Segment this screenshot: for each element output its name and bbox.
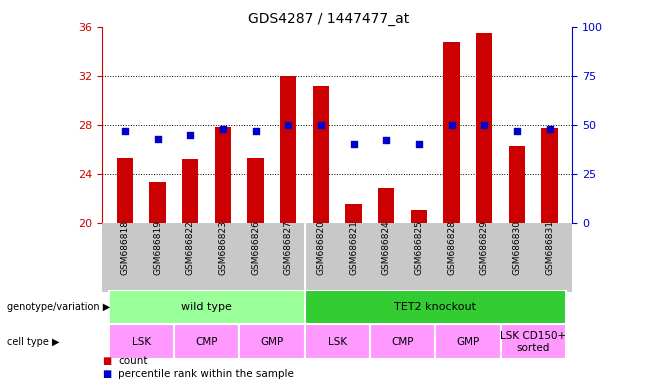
Bar xyxy=(509,146,525,223)
Bar xyxy=(411,210,427,223)
Point xyxy=(283,122,293,128)
Text: ■: ■ xyxy=(102,356,111,366)
Bar xyxy=(109,324,174,359)
Text: LSK: LSK xyxy=(132,337,151,347)
Text: percentile rank within the sample: percentile rank within the sample xyxy=(118,369,294,379)
Bar xyxy=(247,158,264,223)
Point xyxy=(479,122,490,128)
Bar xyxy=(116,158,133,223)
Bar xyxy=(501,324,566,359)
Text: GDS4287 / 1447477_at: GDS4287 / 1447477_at xyxy=(248,12,410,25)
Point xyxy=(544,126,555,132)
Bar xyxy=(215,127,231,223)
Bar xyxy=(345,204,362,223)
Point xyxy=(152,136,163,142)
Bar xyxy=(305,290,566,324)
Point xyxy=(120,127,130,134)
Bar xyxy=(435,324,501,359)
Bar xyxy=(313,86,329,223)
Bar xyxy=(476,33,492,223)
Text: TET2 knockout: TET2 knockout xyxy=(394,302,476,312)
Bar xyxy=(182,159,198,223)
Point xyxy=(316,122,326,128)
Point xyxy=(348,141,359,147)
Point xyxy=(381,137,392,144)
Point xyxy=(414,141,424,147)
Bar xyxy=(370,324,435,359)
Point xyxy=(185,131,195,138)
Bar xyxy=(305,324,370,359)
Text: LSK: LSK xyxy=(328,337,347,347)
Text: genotype/variation ▶: genotype/variation ▶ xyxy=(7,302,110,312)
Bar xyxy=(174,324,240,359)
Text: GMP: GMP xyxy=(261,337,284,347)
Point xyxy=(512,127,522,134)
Text: wild type: wild type xyxy=(181,302,232,312)
Point xyxy=(446,122,457,128)
Bar xyxy=(109,290,305,324)
Text: ■: ■ xyxy=(102,369,111,379)
Bar xyxy=(149,182,166,223)
Text: CMP: CMP xyxy=(392,337,414,347)
Bar xyxy=(443,41,460,223)
Text: CMP: CMP xyxy=(195,337,218,347)
Bar xyxy=(378,189,394,223)
Text: count: count xyxy=(118,356,148,366)
Text: cell type ▶: cell type ▶ xyxy=(7,337,59,347)
Bar xyxy=(280,76,296,223)
Point xyxy=(250,127,261,134)
Bar xyxy=(240,324,305,359)
Text: GMP: GMP xyxy=(456,337,480,347)
Text: LSK CD150+
sorted: LSK CD150+ sorted xyxy=(500,331,567,353)
Point xyxy=(218,126,228,132)
Bar xyxy=(542,129,558,223)
